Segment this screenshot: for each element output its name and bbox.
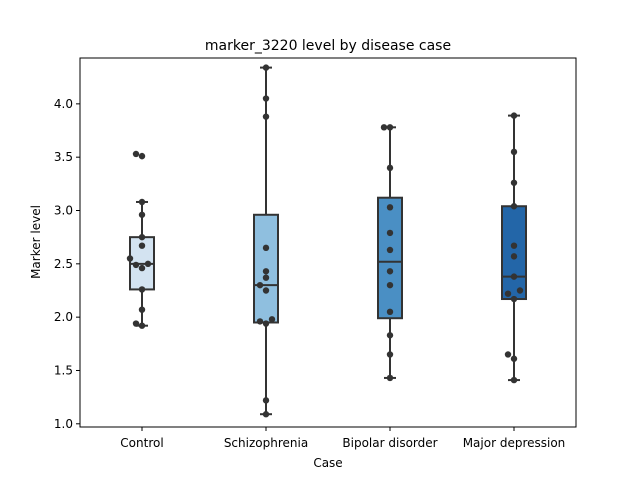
plot-frame [79,57,577,428]
data-point [386,124,394,131]
data-point [262,320,270,327]
x-axis-label: Case [313,456,342,470]
data-point [138,211,146,218]
y-tick-label: 3.0 [54,204,73,218]
data-point [138,198,146,206]
data-point [510,148,518,156]
data-point [504,351,512,358]
data-point [510,112,518,119]
data-point [262,287,270,294]
y-tick-label: 3.5 [54,150,73,164]
data-point [138,233,146,241]
data-point [132,320,140,327]
y-axis-label: Marker level [29,205,43,279]
data-point [132,261,140,269]
data-point [132,150,140,158]
box-iqr [377,196,403,320]
x-tick-label: Schizophrenia [224,436,308,450]
data-point [380,124,388,131]
box-iqr [501,205,527,301]
data-point [386,204,394,211]
data-point [510,179,518,186]
data-point [510,253,518,260]
data-point [516,287,524,294]
data-point [138,152,146,160]
data-point [510,355,518,362]
x-tick-label: Control [120,436,163,450]
data-point [138,286,146,293]
data-point [262,274,270,281]
data-point [386,229,394,237]
data-point [126,255,134,262]
data-point [510,203,518,210]
data-point [262,411,270,418]
data-point [510,273,518,280]
data-point [138,264,146,272]
chart-title: marker_3220 level by disease case [205,38,451,54]
data-point [262,268,270,275]
data-point [268,316,276,323]
y-tick-label: 2.0 [54,310,73,324]
y-tick-label: 2.5 [54,257,73,271]
y-tick-label: 1.5 [54,363,73,377]
y-tick-label: 4.0 [54,97,73,111]
data-point [262,244,270,252]
data-point [510,376,518,384]
data-point [262,64,270,71]
x-tick-label: Major depression [463,436,566,450]
data-point [138,322,146,329]
data-point [262,113,270,120]
data-point [386,351,394,358]
data-point [386,374,394,382]
data-point [386,332,394,339]
data-point [262,397,270,404]
data-point [510,295,518,303]
data-point [510,242,518,249]
data-point [138,306,146,313]
x-tick-label: Bipolar disorder [342,436,437,450]
data-point [386,164,394,172]
data-point [262,95,270,102]
data-point [386,268,394,275]
data-point [256,318,264,325]
y-tick-label: 1.0 [54,417,73,431]
data-point [504,290,512,297]
plot-area: 1.0 1.5 2.0 2.5 3.0 3.5 4.0 Control Schizophreni… [54,57,577,450]
data-point [144,260,152,268]
data-point [386,281,394,289]
data-point [256,281,264,289]
data-point [138,242,146,249]
data-point [386,246,394,254]
data-point [386,308,394,316]
